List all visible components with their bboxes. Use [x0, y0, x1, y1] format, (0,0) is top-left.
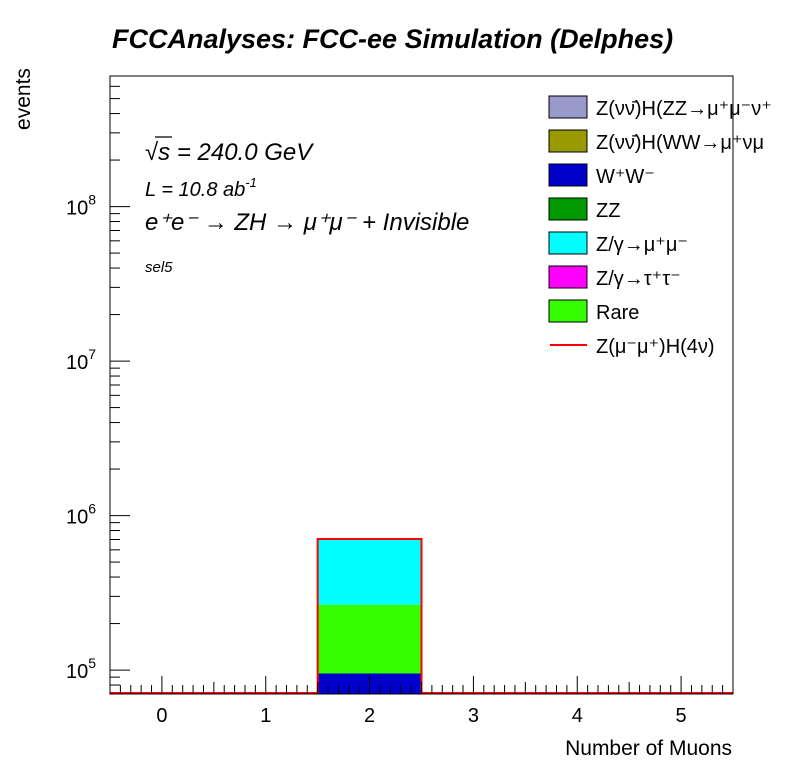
signal-line: [110, 538, 733, 694]
lumi-exponent: -1: [245, 175, 257, 190]
bar-1-0: [317, 604, 422, 674]
legend-swatch-0: [548, 95, 588, 119]
x-tick-label: 3: [468, 705, 479, 727]
legend-label-6: Rare: [596, 302, 639, 324]
y-tick-label: 108: [66, 192, 96, 220]
y-tick-label: 107: [66, 346, 96, 374]
bar-2-0: [317, 539, 422, 605]
lumi-text: L = 10.8 ab: [145, 179, 245, 201]
legend-label-7: Z(μ⁻μ⁺)H(4ν): [596, 336, 715, 358]
legend-label-5: Z/γ→τ⁺τ⁻: [596, 268, 681, 290]
annotation-selection: sel5: [145, 259, 173, 276]
chart-title: FCCAnalyses: FCC-ee Simulation (Delphes): [112, 24, 673, 54]
annotation-energy: √s = 240.0 GeV: [145, 139, 314, 166]
legend-label-1: Z(νν̄)H(WW→μ⁺νμ: [596, 132, 764, 154]
legend-swatch-2: [548, 163, 588, 187]
x-tick-label: 0: [156, 705, 167, 727]
line-series-path-0: [110, 538, 733, 694]
x-tick-label: 4: [572, 705, 583, 727]
legend-swatch-3: [548, 197, 588, 221]
annotation-luminosity: L = 10.8 ab-1: [145, 175, 257, 201]
x-tick-label: 1: [260, 705, 271, 727]
histogram-bars: [317, 538, 422, 694]
legend-swatch-5: [548, 265, 588, 289]
annotation-process: e⁺e⁻ → ZH → μ⁺μ⁻ + Invisible: [145, 209, 469, 236]
x-tick-label: 2: [364, 705, 375, 727]
legend-label-3: ZZ: [596, 200, 620, 222]
legend-swatch-4: [548, 231, 588, 255]
y-tick-label: 105: [66, 655, 96, 683]
y-tick-label: 106: [66, 501, 96, 529]
legend-swatch-6: [548, 299, 588, 323]
legend-label-4: Z/γ→μ⁺μ⁻: [596, 234, 688, 256]
y-axis-label: events: [12, 68, 35, 130]
legend-label-0: Z(νν̄)H(ZZ→μ⁺μ⁻ν⁺: [596, 98, 772, 120]
legend-swatch-1: [548, 129, 588, 153]
x-axis-label: Number of Muons: [565, 737, 732, 760]
legend: Z(νν̄)H(ZZ→μ⁺μ⁻ν⁺ Z(νν̄)H(WW→μ⁺νμ W⁺W⁻ ZZ Z/…: [548, 95, 772, 358]
x-axis: 0 1 2 3 4 5: [109, 676, 734, 727]
y-axis: 105 106 107 108: [66, 75, 130, 695]
x-tick-label: 5: [676, 705, 687, 727]
legend-label-2: W⁺W⁻: [596, 166, 655, 188]
